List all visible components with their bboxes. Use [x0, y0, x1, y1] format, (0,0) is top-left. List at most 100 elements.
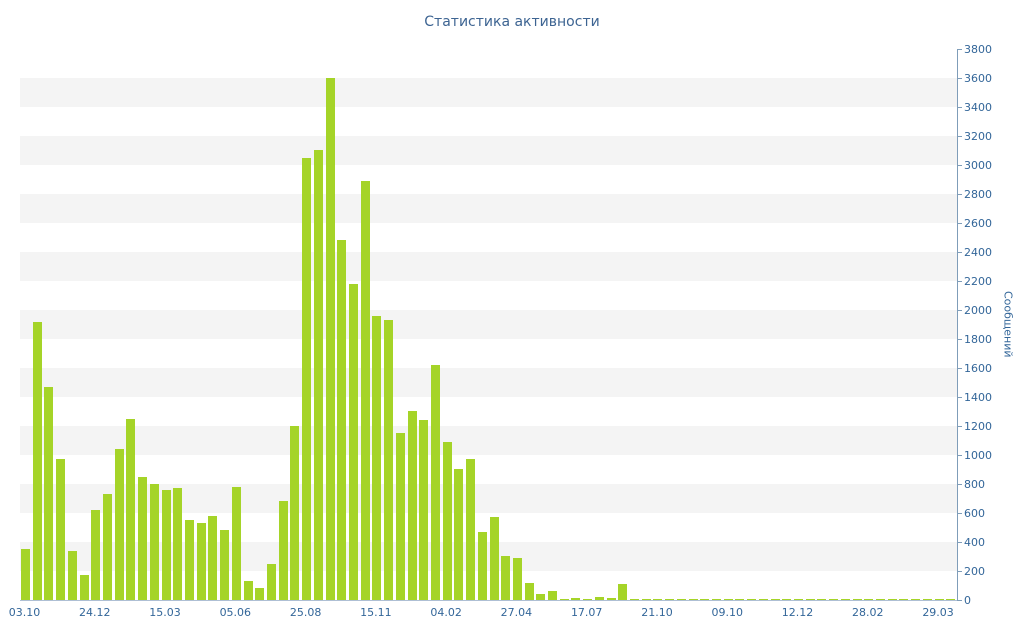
y-tick-mark	[957, 425, 962, 427]
bar	[220, 530, 230, 600]
x-axis-label: 17.07	[570, 606, 603, 619]
y-tick-mark	[957, 483, 962, 485]
bar	[922, 599, 932, 600]
y-axis-label: 1600	[964, 361, 992, 375]
bar	[852, 599, 862, 600]
bar	[782, 599, 792, 600]
bar	[114, 449, 124, 600]
bar	[231, 487, 241, 600]
y-tick-mark	[957, 454, 962, 456]
bar	[360, 181, 370, 600]
chart-title: Статистика активности	[424, 14, 600, 30]
y-axis-label: 1800	[964, 332, 992, 346]
x-axis-label: 25.08	[289, 606, 322, 619]
bar	[348, 284, 358, 600]
bar	[313, 150, 323, 600]
bar	[126, 419, 136, 600]
bar	[302, 158, 312, 600]
y-tick-mark	[957, 541, 962, 543]
y-tick-mark	[957, 280, 962, 282]
chart-plot-area	[20, 49, 958, 601]
bar	[489, 517, 499, 600]
y-tick-mark	[957, 367, 962, 369]
y-axis-label: 2400	[964, 245, 992, 259]
y-tick-mark	[957, 135, 962, 137]
bar	[571, 598, 581, 600]
bar	[524, 583, 534, 600]
x-axis-label: 04.02	[430, 606, 462, 619]
bar	[618, 584, 628, 600]
bar	[466, 459, 476, 600]
bar	[173, 488, 183, 600]
bar	[208, 516, 218, 600]
bar	[91, 510, 101, 600]
bar	[67, 551, 77, 600]
bar	[688, 599, 698, 600]
x-axis-label: 21.10	[641, 606, 673, 619]
bar	[747, 599, 757, 600]
bar	[899, 599, 909, 600]
bar	[723, 599, 733, 600]
bar	[817, 599, 827, 600]
bar	[676, 599, 686, 600]
x-axis-label: 03.10	[8, 606, 41, 619]
y-tick-mark	[957, 77, 962, 79]
y-tick-mark	[957, 338, 962, 340]
bar	[548, 591, 558, 600]
bar	[430, 365, 440, 600]
bar	[794, 599, 804, 600]
y-axis-label: 800	[964, 477, 985, 491]
bar	[559, 599, 569, 600]
bar	[653, 599, 663, 600]
y-tick-mark	[957, 222, 962, 224]
x-axis-label: 24.12	[79, 606, 111, 619]
bar	[372, 316, 382, 600]
y-tick-mark	[957, 164, 962, 166]
bar	[442, 442, 452, 600]
bar	[876, 599, 885, 600]
y-tick-mark	[957, 251, 962, 253]
bar	[712, 599, 722, 600]
y-axis-label: 2200	[964, 274, 992, 288]
bar	[770, 599, 780, 600]
y-axis-label: 400	[964, 535, 985, 549]
bar	[32, 322, 42, 600]
y-axis-label: 0	[964, 593, 971, 607]
y-axis-title: Сообщений	[1001, 291, 1015, 358]
bar	[243, 581, 253, 600]
y-tick-mark	[957, 512, 962, 514]
bar	[911, 599, 921, 600]
y-tick-mark	[957, 570, 962, 572]
bar	[79, 575, 89, 600]
bar	[149, 484, 159, 600]
y-axis-label: 600	[964, 506, 985, 520]
bar	[864, 599, 874, 600]
x-axis-label: 28.02	[852, 606, 884, 619]
bar	[805, 599, 815, 600]
bar	[735, 599, 745, 600]
bar	[501, 556, 511, 600]
y-axis-label: 1400	[964, 390, 992, 404]
y-tick-mark	[957, 599, 962, 601]
bar	[407, 411, 417, 600]
y-tick-mark	[957, 193, 962, 195]
x-axis-label: 29.03	[922, 606, 954, 619]
y-axis-label: 2800	[964, 187, 992, 201]
bar	[934, 599, 944, 600]
bar	[384, 320, 394, 600]
bar	[477, 532, 487, 600]
y-axis-label: 3800	[964, 42, 992, 56]
y-axis-label: 1200	[964, 419, 992, 433]
x-axis-label: 15.11	[360, 606, 392, 619]
bar	[665, 599, 675, 600]
bar	[700, 599, 710, 600]
bar	[536, 594, 546, 600]
bar	[512, 558, 522, 600]
bar	[641, 599, 651, 600]
bar	[196, 523, 206, 600]
bar	[255, 588, 265, 600]
bar	[44, 387, 54, 600]
y-axis-label: 1000	[964, 448, 992, 462]
y-axis-label: 3200	[964, 129, 992, 143]
